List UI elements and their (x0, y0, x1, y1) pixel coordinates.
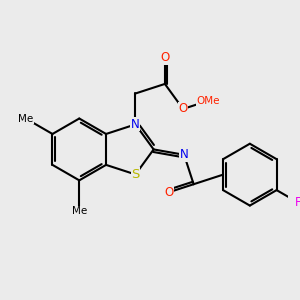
Text: F: F (295, 196, 300, 209)
Text: N: N (131, 118, 140, 131)
Text: N: N (180, 148, 188, 161)
Text: S: S (131, 168, 140, 181)
Text: OMe: OMe (196, 96, 220, 106)
Text: O: O (178, 102, 188, 116)
Text: Me: Me (18, 113, 33, 124)
Text: O: O (164, 186, 173, 199)
Text: O: O (160, 51, 170, 64)
Text: Me: Me (72, 206, 87, 216)
